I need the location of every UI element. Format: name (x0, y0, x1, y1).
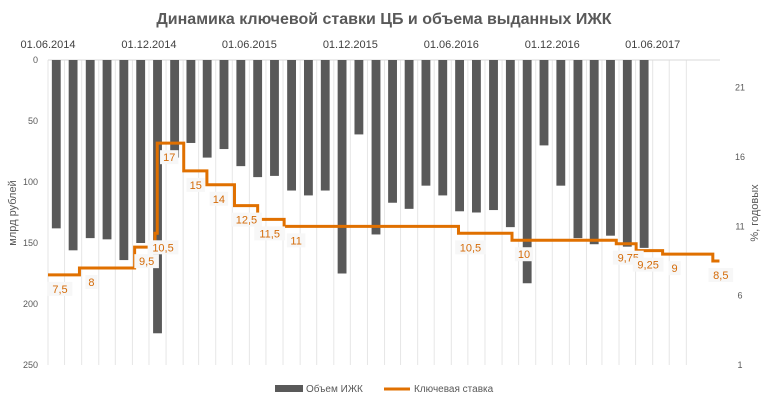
y-left-tick: 250 (23, 360, 38, 370)
bar (589, 60, 599, 245)
rate-label: 9,25 (637, 260, 658, 272)
bar (421, 60, 431, 186)
rate-label-bg (254, 226, 286, 241)
bar (404, 60, 414, 209)
bar (136, 60, 146, 243)
rate-label: 9 (672, 263, 678, 275)
rate-label: 10 (518, 249, 530, 261)
bar (539, 60, 549, 146)
rate-label: 15 (190, 180, 202, 192)
rate-label: 11,5 (259, 228, 280, 240)
bar (236, 60, 246, 167)
rate-label: 7,5 (52, 284, 67, 296)
chart-title: Динамика ключевой ставки ЦБ и объема выд… (156, 11, 611, 28)
rate-label: 14 (213, 194, 225, 206)
bar (287, 60, 297, 191)
bar (489, 60, 498, 211)
bar (388, 60, 397, 203)
x-top-tick: 01.12.2015 (323, 39, 378, 51)
bar (85, 60, 95, 239)
x-top-tick: 01.06.2015 (222, 39, 277, 51)
legend: Объем ИЖК Ключевая ставка (275, 383, 494, 395)
rate-label-bg (147, 240, 179, 255)
bar (68, 60, 78, 251)
rate-label: 11 (290, 235, 301, 247)
bar (622, 60, 632, 247)
rate-label: 8,5 (713, 270, 728, 282)
y-left-tick: 200 (23, 299, 38, 309)
rate-label: 10,5 (152, 242, 173, 254)
x-top-tick: 01.12.2014 (121, 39, 176, 51)
x-top-tick: 01.06.2016 (424, 39, 479, 51)
rate-label: 9,5 (139, 256, 154, 268)
bar (320, 60, 330, 191)
rate-label-bg (455, 240, 486, 255)
bar (573, 60, 583, 239)
rate-label-bg (668, 261, 681, 276)
bar (270, 60, 279, 176)
rate-label-bg (47, 281, 73, 296)
rate-label: 10,5 (460, 242, 481, 254)
bar (119, 60, 129, 261)
y-right-tick: 6 (737, 291, 742, 301)
rate-label: 8 (88, 277, 94, 289)
bar (170, 60, 180, 158)
rate-label-bg (632, 257, 664, 272)
rate-label-bg (286, 233, 306, 248)
x-top-tick: 01.06.2014 (20, 39, 75, 51)
bar (303, 60, 313, 196)
bar (337, 60, 347, 274)
legend-bar-label: Объем ИЖК (306, 383, 363, 395)
bar (471, 60, 481, 213)
x-top-tick: 01.12.2016 (525, 39, 580, 51)
y-right-tick: 11 (735, 221, 744, 231)
bar (522, 60, 532, 284)
bar (354, 60, 364, 135)
y-left-tick: 50 (28, 116, 38, 126)
y-left-tick: 0 (33, 55, 38, 65)
bar (639, 60, 649, 248)
bar (556, 60, 566, 186)
y-right-tick: 1 (737, 360, 742, 370)
rate-label-bg (231, 212, 262, 227)
rate-label-bg (708, 268, 734, 283)
y-axis-left-label: млрд рублей (7, 180, 19, 245)
bar (202, 60, 212, 158)
bar (455, 60, 465, 212)
y-left-tick: 100 (23, 177, 38, 187)
bar (505, 60, 515, 228)
bar (438, 60, 448, 196)
legend-bar-swatch (275, 385, 303, 392)
y-right-tick: 21 (735, 83, 745, 93)
bar (371, 60, 381, 235)
grid-layer (47, 59, 720, 365)
legend-line-label: Ключевая ставка (414, 384, 494, 395)
bar (186, 60, 196, 143)
y-right-tick: 16 (735, 152, 745, 162)
rate-label-bg (85, 274, 98, 289)
bar (102, 60, 112, 240)
bar (219, 60, 229, 150)
bar (606, 60, 615, 236)
rate-label: 17 (163, 152, 175, 164)
y-left-tick: 150 (23, 238, 38, 248)
rate-label-bg (514, 247, 534, 262)
rate-label-bg (160, 150, 179, 165)
rate-label: 12,5 (236, 215, 257, 227)
bar (51, 60, 61, 229)
x-top-tick: 01.06.2017 (625, 39, 680, 51)
rate-label-bg (186, 177, 205, 192)
rate-label-bg (209, 191, 229, 206)
bar (253, 60, 263, 178)
y-axis-right-label: %, годовых (749, 184, 761, 242)
rate-label-bg (134, 254, 159, 269)
